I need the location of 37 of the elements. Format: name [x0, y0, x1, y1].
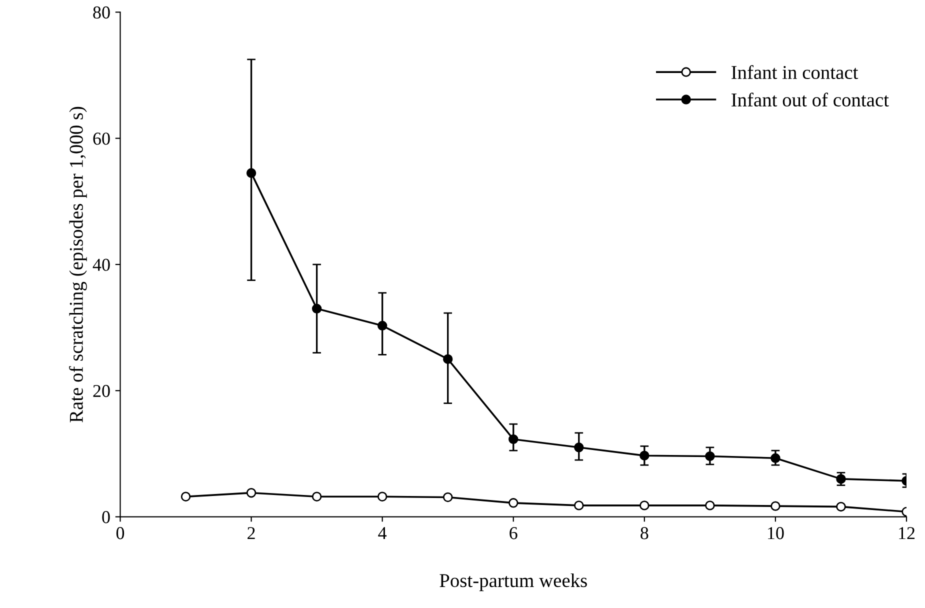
y-tick-label: 0 — [102, 511, 110, 524]
y-tick-label: 60 — [93, 132, 110, 145]
x-tick-label: 2 — [248, 527, 255, 540]
point — [640, 500, 650, 510]
point — [640, 450, 650, 460]
y-tick-label: 80 — [93, 6, 110, 19]
point — [312, 492, 322, 502]
point — [508, 434, 518, 444]
point — [442, 354, 453, 364]
y-tick-label: 20 — [93, 384, 110, 398]
x-tick-label: 4 — [378, 527, 387, 540]
point — [574, 442, 584, 452]
x-tick-label: 0 — [116, 527, 124, 540]
y-axis-title: Rate of scratching (episodes per 1,000 s) — [69, 106, 87, 422]
point — [836, 502, 846, 512]
point — [377, 320, 388, 331]
point — [770, 453, 780, 463]
point — [246, 168, 256, 178]
legend-label: Infant out of contact — [732, 92, 889, 107]
point — [180, 492, 191, 502]
point — [508, 498, 518, 508]
x-axis-title: Post-partum weeks — [440, 573, 587, 592]
point — [377, 492, 388, 502]
y-tick-label: 40 — [92, 258, 110, 271]
point — [246, 488, 256, 498]
point — [770, 501, 780, 511]
x-tick-label: 10 — [768, 527, 784, 540]
x-tick-label: 6 — [510, 527, 518, 540]
point — [705, 500, 715, 510]
x-tick-label: 12 — [899, 527, 915, 540]
x-tick-label: 8 — [640, 527, 648, 540]
point — [442, 492, 453, 502]
point — [705, 451, 715, 462]
point — [312, 304, 322, 314]
legend-label: Infant in contact — [732, 65, 858, 80]
point — [836, 474, 846, 484]
point — [574, 500, 584, 510]
